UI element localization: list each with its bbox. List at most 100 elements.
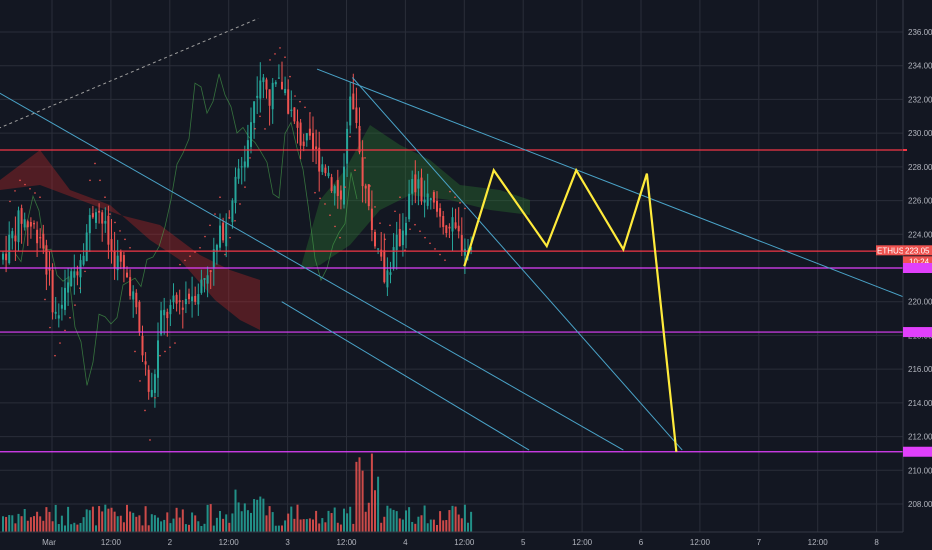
candle-body (287, 89, 290, 114)
trendline[interactable] (281, 301, 530, 451)
candle-body (178, 300, 181, 303)
volume-bar (5, 516, 8, 532)
horizontal-levels[interactable] (0, 149, 903, 453)
volume-bar (308, 518, 311, 532)
time-tick-label: 5 (521, 538, 526, 547)
candle-body (343, 166, 345, 205)
volume-bar (194, 515, 197, 532)
candle-body (377, 248, 380, 250)
symbol-tag-box (876, 245, 903, 256)
volume-bar (451, 505, 454, 532)
trendline[interactable] (0, 86, 624, 451)
volume-bar (457, 514, 460, 532)
projection-path[interactable] (463, 167, 678, 452)
sar-dot (294, 95, 296, 97)
projection-zigzag[interactable] (463, 167, 678, 452)
volume-bar (222, 518, 225, 532)
volume-bar (377, 476, 380, 532)
time-tick-label: 2 (168, 538, 173, 547)
volume-bar (265, 515, 268, 532)
sar-dot (324, 203, 326, 205)
candle-body (271, 82, 274, 110)
volume-bar (374, 490, 376, 532)
candle-body (206, 275, 209, 284)
level-tag-box (903, 446, 932, 457)
sar-dot (169, 346, 171, 349)
candle-body (166, 311, 169, 319)
sar-dot (329, 214, 331, 216)
time-axis-ticks: Mar 12:00 2 12:00 3 12:00 4 12:00 5 12:00 6 12:00 7 1… (42, 538, 879, 547)
volume-bar (327, 510, 330, 532)
price-tick-label: 214.00 (908, 399, 932, 408)
volume-bar (454, 506, 457, 532)
candle-body (405, 222, 407, 236)
volume-bar (67, 506, 70, 532)
time-tick-label: 7 (757, 538, 762, 547)
volume-bar (358, 457, 361, 532)
sar-dot (399, 196, 401, 198)
candle-body (91, 213, 94, 218)
candle-body (113, 251, 116, 269)
volume-bar (460, 518, 463, 532)
volume-bar (367, 502, 370, 532)
candle-body (240, 166, 243, 168)
sar-dot (109, 213, 111, 215)
candle-body (250, 122, 252, 147)
volume-bar (17, 513, 20, 532)
volume-bar (246, 510, 249, 532)
volume-bar (181, 509, 184, 532)
sar-dot (74, 304, 76, 306)
volume-bar (268, 506, 271, 532)
sar-dot (339, 236, 341, 239)
sar-dot (99, 179, 101, 182)
sar-dot (249, 157, 251, 159)
volume-bar (262, 498, 265, 532)
last-price-tag: 223.05 (905, 246, 930, 255)
candle-body (172, 295, 175, 303)
sar-dot (209, 224, 211, 227)
price-tick-label: 234.00 (908, 62, 932, 71)
volume-bar (271, 512, 274, 532)
candle-body (398, 228, 401, 247)
trendline-dashed[interactable] (0, 18, 259, 134)
volume-bar (76, 524, 79, 532)
sar-dot (129, 246, 131, 249)
sar-dot (149, 439, 151, 441)
candle-body (17, 210, 20, 243)
candle-body (333, 186, 336, 194)
time-tick-label: 12:00 (101, 538, 122, 547)
volume-bar (26, 520, 29, 532)
sar-dot (214, 213, 216, 215)
candle-body (318, 147, 321, 172)
sar-dot (44, 298, 46, 301)
volume-bar (101, 511, 104, 532)
candle-body (389, 272, 392, 275)
volume-bar (98, 506, 101, 532)
volume-bar (284, 520, 287, 532)
sar-dot (154, 397, 156, 399)
candle-body (445, 225, 448, 234)
candle-body (194, 295, 197, 302)
volume-bar (163, 519, 166, 532)
candle-body (327, 172, 330, 177)
trendlines[interactable] (0, 18, 904, 451)
volume-bar (228, 522, 231, 532)
candle-body (439, 208, 442, 217)
candle-body (411, 179, 414, 194)
sar-dot (54, 354, 56, 357)
candle-body (39, 237, 42, 239)
volume-bar (361, 470, 364, 532)
candle-body (237, 168, 240, 179)
candle-body (85, 232, 88, 262)
candle-body (42, 233, 45, 249)
volume-bar (48, 511, 51, 532)
candle-body (358, 125, 361, 153)
volume-bar (364, 511, 367, 532)
sar-dot (159, 354, 161, 357)
trendline[interactable] (316, 68, 904, 298)
volume-bar (411, 521, 414, 532)
trendline[interactable] (352, 77, 683, 451)
candle-body (253, 101, 256, 123)
candle-body (2, 253, 4, 260)
